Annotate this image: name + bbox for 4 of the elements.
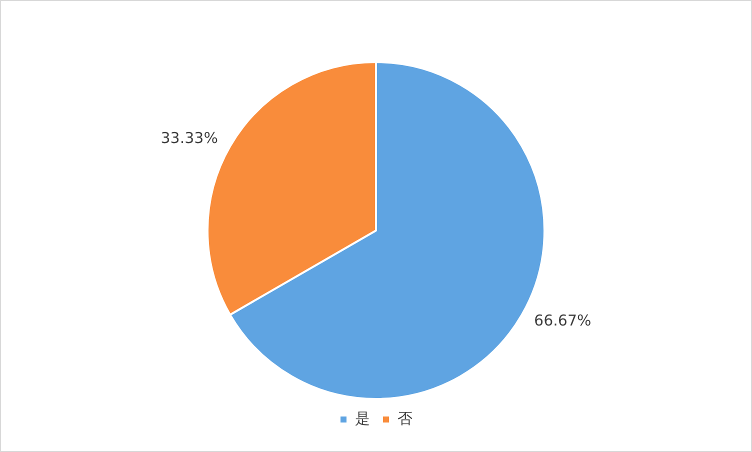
- legend-label: 是: [355, 409, 370, 428]
- legend-label: 否: [398, 409, 412, 428]
- data-label: 66.67%: [534, 312, 592, 330]
- data-label: 33.33%: [160, 129, 218, 148]
